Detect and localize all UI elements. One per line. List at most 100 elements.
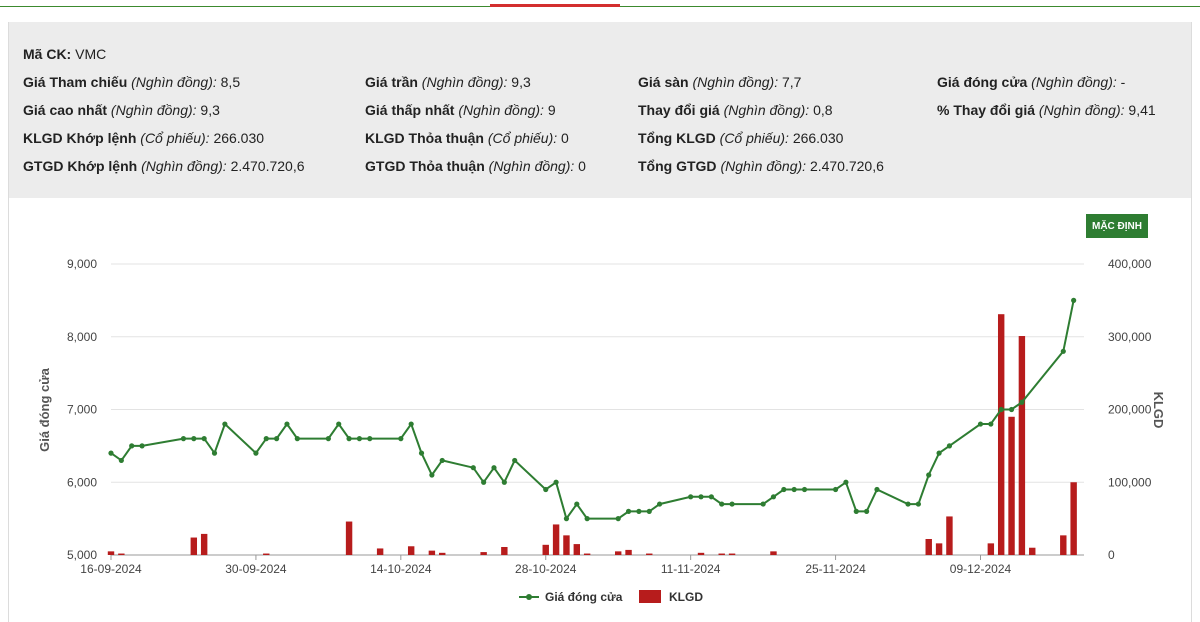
info-cell: KLGD Khớp lệnh (Cổ phiếu): 266.030 (23, 130, 264, 146)
volume-bar (583, 553, 591, 555)
x-axis-tick-label: 16-09-2024 (80, 562, 142, 576)
price-point (1060, 348, 1066, 354)
volume-bar (345, 521, 353, 555)
price-point (553, 479, 559, 485)
volume-bar (263, 553, 270, 555)
price-point (325, 436, 331, 442)
volume-bar (728, 553, 736, 555)
info-cell: Giá trần (Nghìn đồng): 9,3 (365, 74, 531, 90)
price-point (926, 472, 932, 478)
info-cell-label: Giá cao nhất (23, 102, 108, 118)
volume-bar (925, 538, 932, 555)
info-cell-value: 266.030 (213, 130, 265, 146)
price-point (801, 486, 808, 493)
info-cell-unit: (Nghìn đồng): (131, 74, 217, 90)
info-cell: Giá sàn (Nghìn đồng): 7,7 (638, 74, 801, 90)
right-axis-tick-label: 300,000 (1108, 330, 1152, 344)
price-point (832, 486, 839, 493)
info-cell-value: 9,41 (1128, 102, 1156, 118)
volume-bar (552, 524, 560, 555)
price-point (698, 494, 704, 500)
price-point (584, 516, 590, 522)
left-axis-tick-label: 6,000 (67, 475, 97, 489)
price-volume-chart: Giá đóng cửa KLGD 5,000 6,000 7,000 8,000 9,… (37, 257, 1166, 604)
info-cell-value: 7,7 (781, 74, 802, 90)
info-cell: GTGD Khớp lệnh (Nghìn đồng): 2.470.720,6 (23, 158, 305, 174)
price-point (367, 436, 373, 442)
price-point (253, 450, 259, 456)
info-cell-value: - (1120, 74, 1126, 90)
price-point (191, 436, 197, 442)
price-point (574, 501, 580, 507)
price-point (760, 501, 766, 507)
price-point (625, 508, 632, 514)
price-point (946, 443, 953, 449)
right-axis-title: KLGD (1151, 392, 1166, 429)
info-cell: Giá Tham chiếu (Nghìn đồng): 8,5 (23, 74, 240, 90)
info-cell-value: 9,3 (511, 74, 531, 90)
info-cell: Thay đổi giá (Nghìn đồng): 0,8 (638, 102, 833, 118)
info-cell-unit: (Nghìn đồng): (1031, 74, 1117, 90)
price-point (864, 508, 870, 514)
volume-bar (118, 553, 125, 555)
price-point (439, 457, 445, 464)
info-cell-unit: (Nghìn đồng): (421, 74, 508, 90)
volume-bar (770, 551, 777, 555)
info-cell-unit: (Nghìn đồng): (141, 158, 227, 174)
volume-bar (107, 551, 115, 555)
volume-bar (946, 516, 953, 555)
volume-bar (987, 543, 995, 555)
left-axis-tick-label: 5,000 (67, 548, 97, 562)
info-cell-value: 8,5 (220, 74, 241, 90)
price-point (708, 494, 714, 500)
volume-bar (480, 552, 487, 555)
volume-bar (935, 543, 943, 555)
price-point (481, 479, 487, 485)
volume-bar (1008, 416, 1015, 555)
price-point (977, 421, 984, 427)
price-point (1071, 297, 1077, 303)
price-point (491, 465, 497, 471)
legend-price-label: Giá đóng cửa (545, 590, 623, 604)
info-cell-label: Giá sàn (638, 74, 689, 90)
volume-bar (1070, 482, 1077, 555)
right-axis-tick-label: 0 (1108, 548, 1115, 562)
price-point (781, 486, 787, 493)
info-cell-value: 2.470.720,6 (809, 158, 884, 174)
info-cell-label: Giá Tham chiếu (23, 74, 128, 90)
price-point (770, 494, 777, 500)
price-point (398, 436, 404, 442)
volume-bar (1018, 336, 1026, 555)
info-cell-label: Thay đổi giá (638, 102, 720, 118)
info-cell-value: 9 (547, 102, 556, 118)
info-cell-unit: (Nghìn đồng): (488, 158, 575, 174)
info-cell-value: 0 (578, 158, 586, 174)
price-point (988, 421, 994, 427)
price-point (294, 436, 300, 442)
stock-symbol-label: Mã CK: (23, 46, 72, 62)
volume-bar (376, 548, 384, 555)
info-cell: Giá cao nhất (Nghìn đồng): 9,3 (23, 102, 220, 118)
info-cell-label: Giá thấp nhất (365, 102, 455, 118)
price-point (336, 421, 342, 427)
price-point (139, 443, 145, 449)
info-cell-label: KLGD Khớp lệnh (23, 130, 137, 146)
price-point (915, 501, 921, 507)
left-axis-tick-label: 9,000 (67, 257, 97, 271)
default-view-button[interactable]: MẶC ĐỊNH (1086, 214, 1148, 238)
legend-volume-label: KLGD (669, 590, 703, 604)
info-cell-unit: (Nghìn đồng): (110, 102, 197, 118)
price-point (688, 494, 694, 500)
info-cell: KLGD Thỏa thuận (Cổ phiếu): 0 (365, 130, 569, 146)
left-axis-tick-label: 8,000 (67, 330, 97, 344)
info-cell-value: 0 (561, 130, 569, 146)
price-point (346, 436, 352, 442)
info-cell-label: Tổng GTGD (638, 158, 717, 174)
price-point (729, 501, 735, 507)
price-point (998, 406, 1004, 413)
price-point (222, 421, 228, 427)
x-axis-tick-label: 30-09-2024 (225, 562, 287, 576)
price-point (263, 436, 269, 442)
volume-bar (501, 546, 508, 555)
price-point (129, 443, 135, 449)
